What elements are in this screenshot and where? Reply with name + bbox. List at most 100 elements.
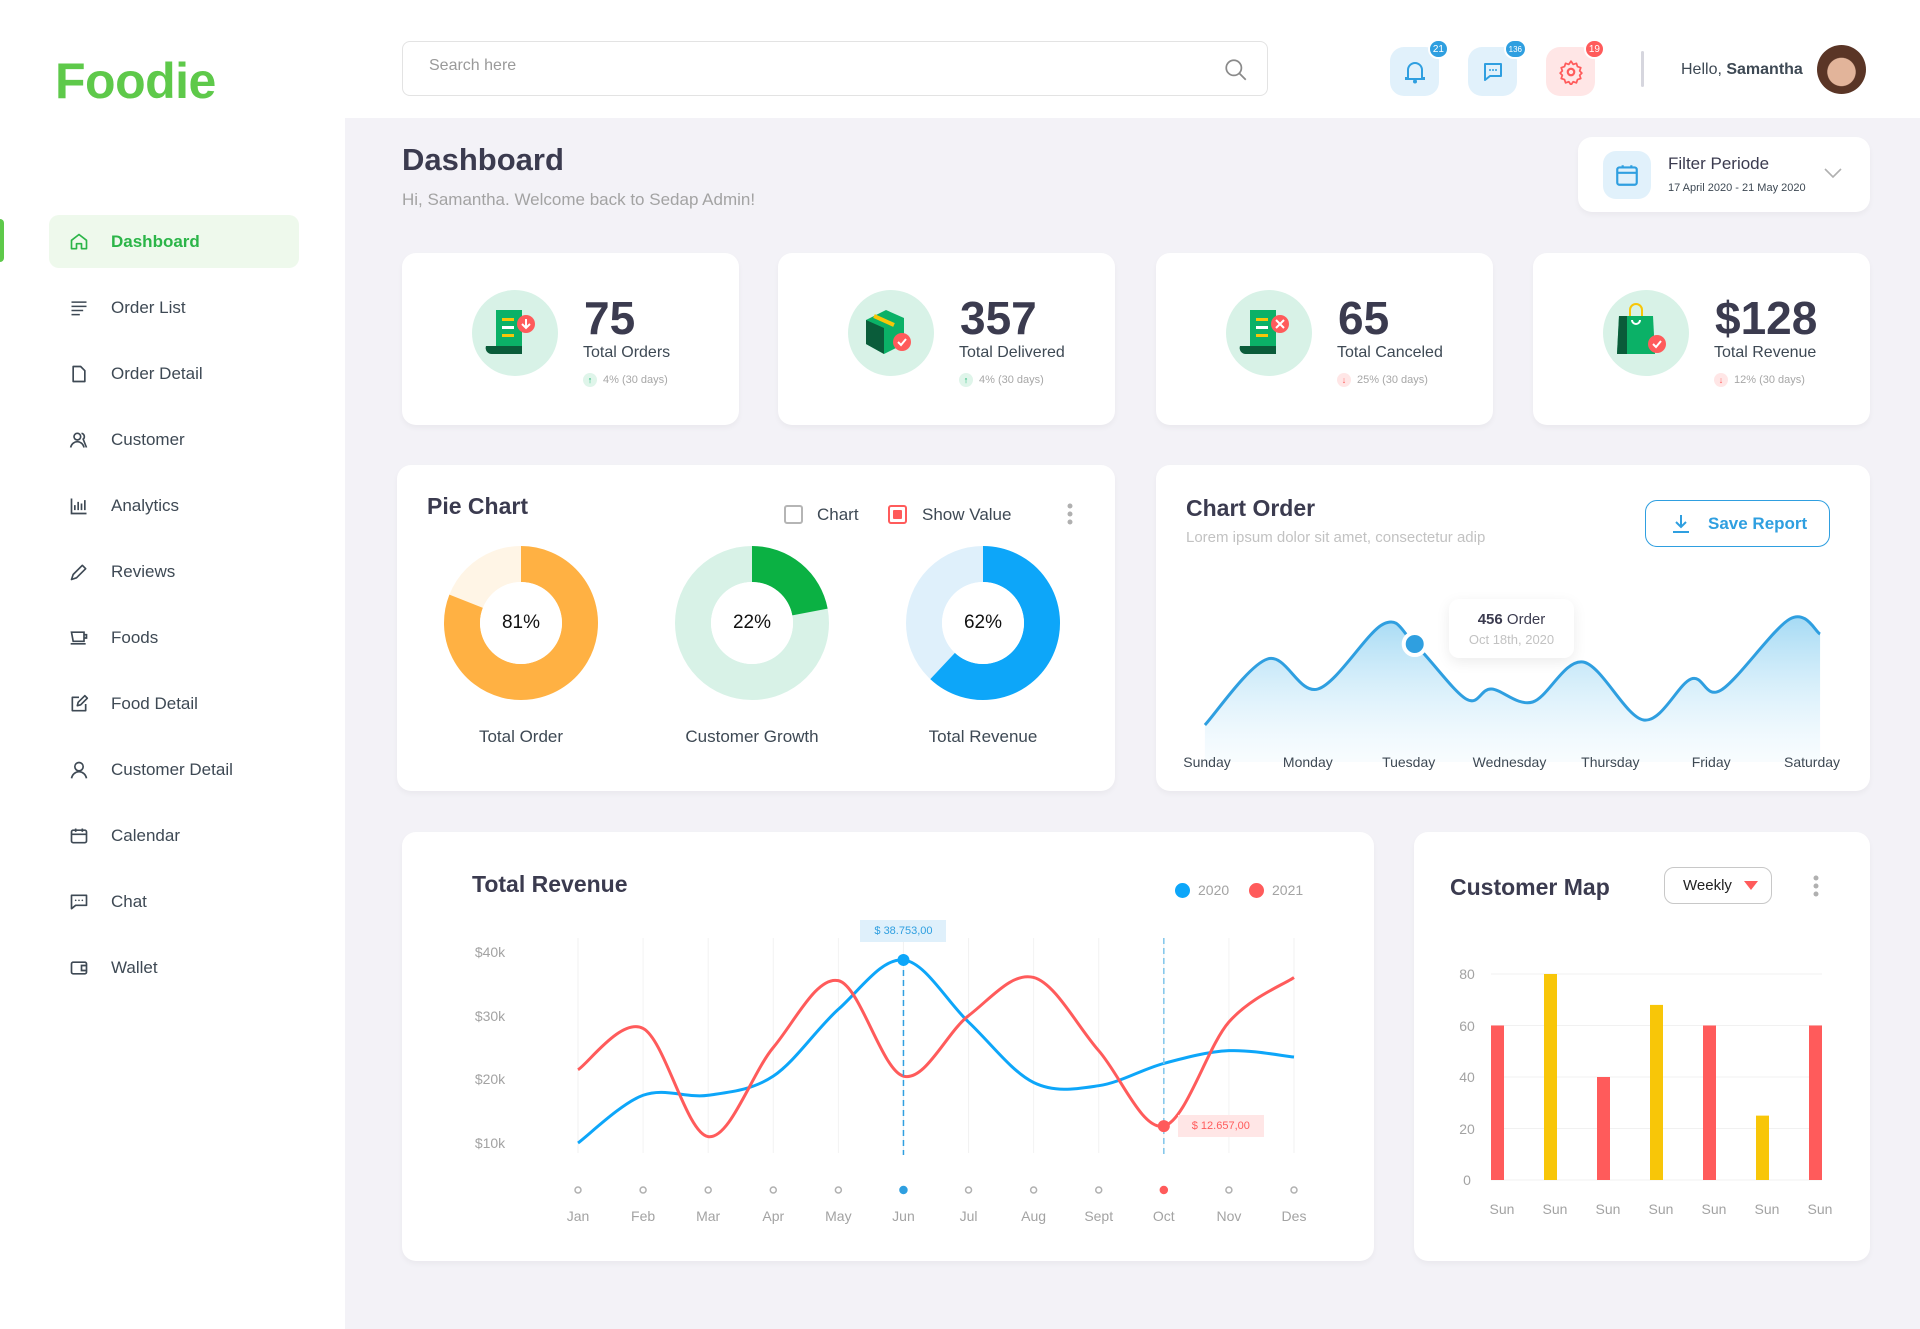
- month-marker[interactable]: [1094, 1186, 1103, 1194]
- wallet-icon: [70, 960, 88, 975]
- stat-trend-text: 4% (30 days): [603, 374, 668, 386]
- x-tick-label: Sun: [1542, 1201, 1568, 1217]
- filter-period-dropdown[interactable]: Filter Periode 17 April 2020 - 21 May 20…: [1578, 137, 1870, 212]
- show-value-checkbox[interactable]: [888, 505, 907, 524]
- annotation-point[interactable]: [897, 953, 910, 966]
- calendar-icon: [70, 828, 88, 843]
- sidebar-item-label: Analytics: [111, 495, 180, 515]
- cup-icon: [70, 630, 88, 645]
- month-marker[interactable]: [1290, 1186, 1298, 1194]
- y-tick-label: $30k: [474, 1007, 506, 1024]
- month-marker[interactable]: [1159, 1185, 1169, 1195]
- month-marker[interactable]: [899, 1185, 908, 1195]
- stat-card-total-orders: 75 Total Orders ↑ 4% (30 days): [402, 253, 739, 425]
- pie-charts: [444, 546, 1060, 700]
- sidebar-item-order-list[interactable]: Order List: [49, 281, 299, 334]
- notification-count-badge: 21: [1427, 39, 1449, 59]
- chart-order-subtitle: Lorem ipsum dolor sit amet, consectetur …: [1186, 529, 1486, 546]
- stat-illustration-icon: [472, 290, 558, 376]
- month-marker[interactable]: [1029, 1186, 1038, 1194]
- x-tick-label: Sunday: [1183, 754, 1231, 770]
- bar[interactable]: [1597, 1077, 1610, 1180]
- y-tick-label: $40k: [474, 944, 506, 960]
- bar[interactable]: [1756, 1115, 1769, 1180]
- notifications-button[interactable]: 21: [1390, 39, 1449, 96]
- arrow-up-icon: ↑: [959, 373, 973, 387]
- period-select[interactable]: Weekly: [1664, 867, 1772, 904]
- month-marker[interactable]: [769, 1186, 778, 1194]
- sidebar-item-analytics[interactable]: Analytics: [49, 479, 299, 532]
- bar[interactable]: [1703, 1025, 1716, 1181]
- month-marker[interactable]: [1225, 1186, 1233, 1194]
- x-tick-label: Oct: [1152, 1208, 1175, 1224]
- sidebar-item-chat[interactable]: Chat: [49, 875, 299, 928]
- stat-trend-text: 12% (30 days): [1734, 374, 1805, 386]
- chart-order-card: Chart Order Lorem ipsum dolor sit amet, …: [1156, 465, 1870, 791]
- search-icon[interactable]: [1223, 57, 1249, 83]
- search-input[interactable]: [429, 57, 1189, 75]
- stat-card-total-delivered: 357 Total Delivered ↑ 4% (30 days): [778, 253, 1115, 425]
- arrow-down-icon: ↓: [1337, 373, 1351, 387]
- sidebar-item-dashboard[interactable]: Dashboard: [49, 215, 299, 268]
- pie-slice-total-revenue: [930, 546, 1060, 700]
- pie-chart-card: Pie Chart Chart Show Value 81% Total Orde…: [397, 465, 1115, 791]
- stat-value: 65: [1338, 292, 1390, 344]
- x-tick-label: Thursday: [1581, 754, 1640, 770]
- x-tick-label: Sun: [1595, 1201, 1621, 1217]
- pie-value: 62%: [963, 612, 1003, 633]
- chart-checkbox[interactable]: [784, 505, 803, 524]
- annotation-point[interactable]: [1157, 1120, 1170, 1133]
- month-marker[interactable]: [964, 1186, 973, 1194]
- chart-order-plot: [1203, 615, 1822, 762]
- tooltip-value: 456: [1477, 611, 1503, 628]
- bar[interactable]: [1491, 1025, 1504, 1181]
- sidebar-item-foods[interactable]: Foods: [49, 611, 299, 664]
- x-tick-label: Mar: [696, 1208, 721, 1224]
- filter-label: Filter Periode: [1668, 154, 1770, 173]
- month-marker[interactable]: [639, 1186, 647, 1194]
- pie-value: 22%: [732, 612, 772, 633]
- value-tooltip: $ 12.657,00: [1177, 1115, 1264, 1138]
- x-tick-label: Sun: [1648, 1201, 1674, 1217]
- order-highlight-point[interactable]: [1401, 631, 1428, 657]
- pie-center: [480, 582, 562, 664]
- y-tick-label: $10k: [474, 1135, 506, 1151]
- sidebar-item-food-detail[interactable]: Food Detail: [49, 677, 299, 730]
- save-report-button[interactable]: Save Report: [1645, 500, 1830, 547]
- sidebar-item-wallet[interactable]: Wallet: [49, 941, 299, 994]
- show-value-label: Show Value: [922, 505, 1012, 524]
- bar[interactable]: [1544, 974, 1557, 1180]
- settings-button[interactable]: 19: [1546, 39, 1605, 96]
- bar[interactable]: [1650, 1004, 1663, 1180]
- bar[interactable]: [1809, 1025, 1822, 1181]
- x-tick-label: Wednesday: [1472, 754, 1547, 770]
- arrow-up-icon: ↑: [583, 373, 597, 387]
- y-tick-label: 20: [1459, 1120, 1475, 1137]
- stat-trend: ↓ 25% (30 days): [1337, 373, 1428, 387]
- sidebar-item-customer[interactable]: Customer: [49, 413, 299, 466]
- app-logo[interactable]: Foodie: [55, 53, 216, 109]
- stat-illustration-icon: [1226, 290, 1312, 376]
- month-marker[interactable]: [574, 1186, 582, 1194]
- stat-value: 357: [960, 292, 1037, 344]
- month-marker[interactable]: [704, 1186, 712, 1194]
- month-marker[interactable]: [834, 1186, 843, 1194]
- more-options-icon[interactable]: [1067, 502, 1073, 526]
- user-avatar[interactable]: [1817, 45, 1866, 94]
- search-box[interactable]: [402, 41, 1268, 96]
- customer-map-plot: [1491, 973, 1822, 1181]
- sidebar-item-reviews[interactable]: Reviews: [49, 545, 299, 598]
- chart-checkbox-label: Chart: [817, 505, 859, 524]
- messages-button[interactable]: 136: [1468, 39, 1527, 96]
- pie-label: Customer Growth: [685, 727, 819, 746]
- stat-value: 75: [584, 292, 636, 344]
- stat-label: Total Canceled: [1337, 344, 1443, 361]
- sidebar-item-customer-detail[interactable]: Customer Detail: [49, 743, 299, 796]
- calendar-icon: [1603, 151, 1651, 199]
- tooltip-unit: Order: [1506, 611, 1546, 628]
- sidebar-item-calendar[interactable]: Calendar: [49, 809, 299, 862]
- sidebar-item-order-detail[interactable]: Order Detail: [49, 347, 299, 400]
- legend-dot-2021: [1249, 883, 1264, 898]
- more-options-icon[interactable]: [1813, 875, 1819, 897]
- stat-trend-text: 25% (30 days): [1357, 374, 1428, 386]
